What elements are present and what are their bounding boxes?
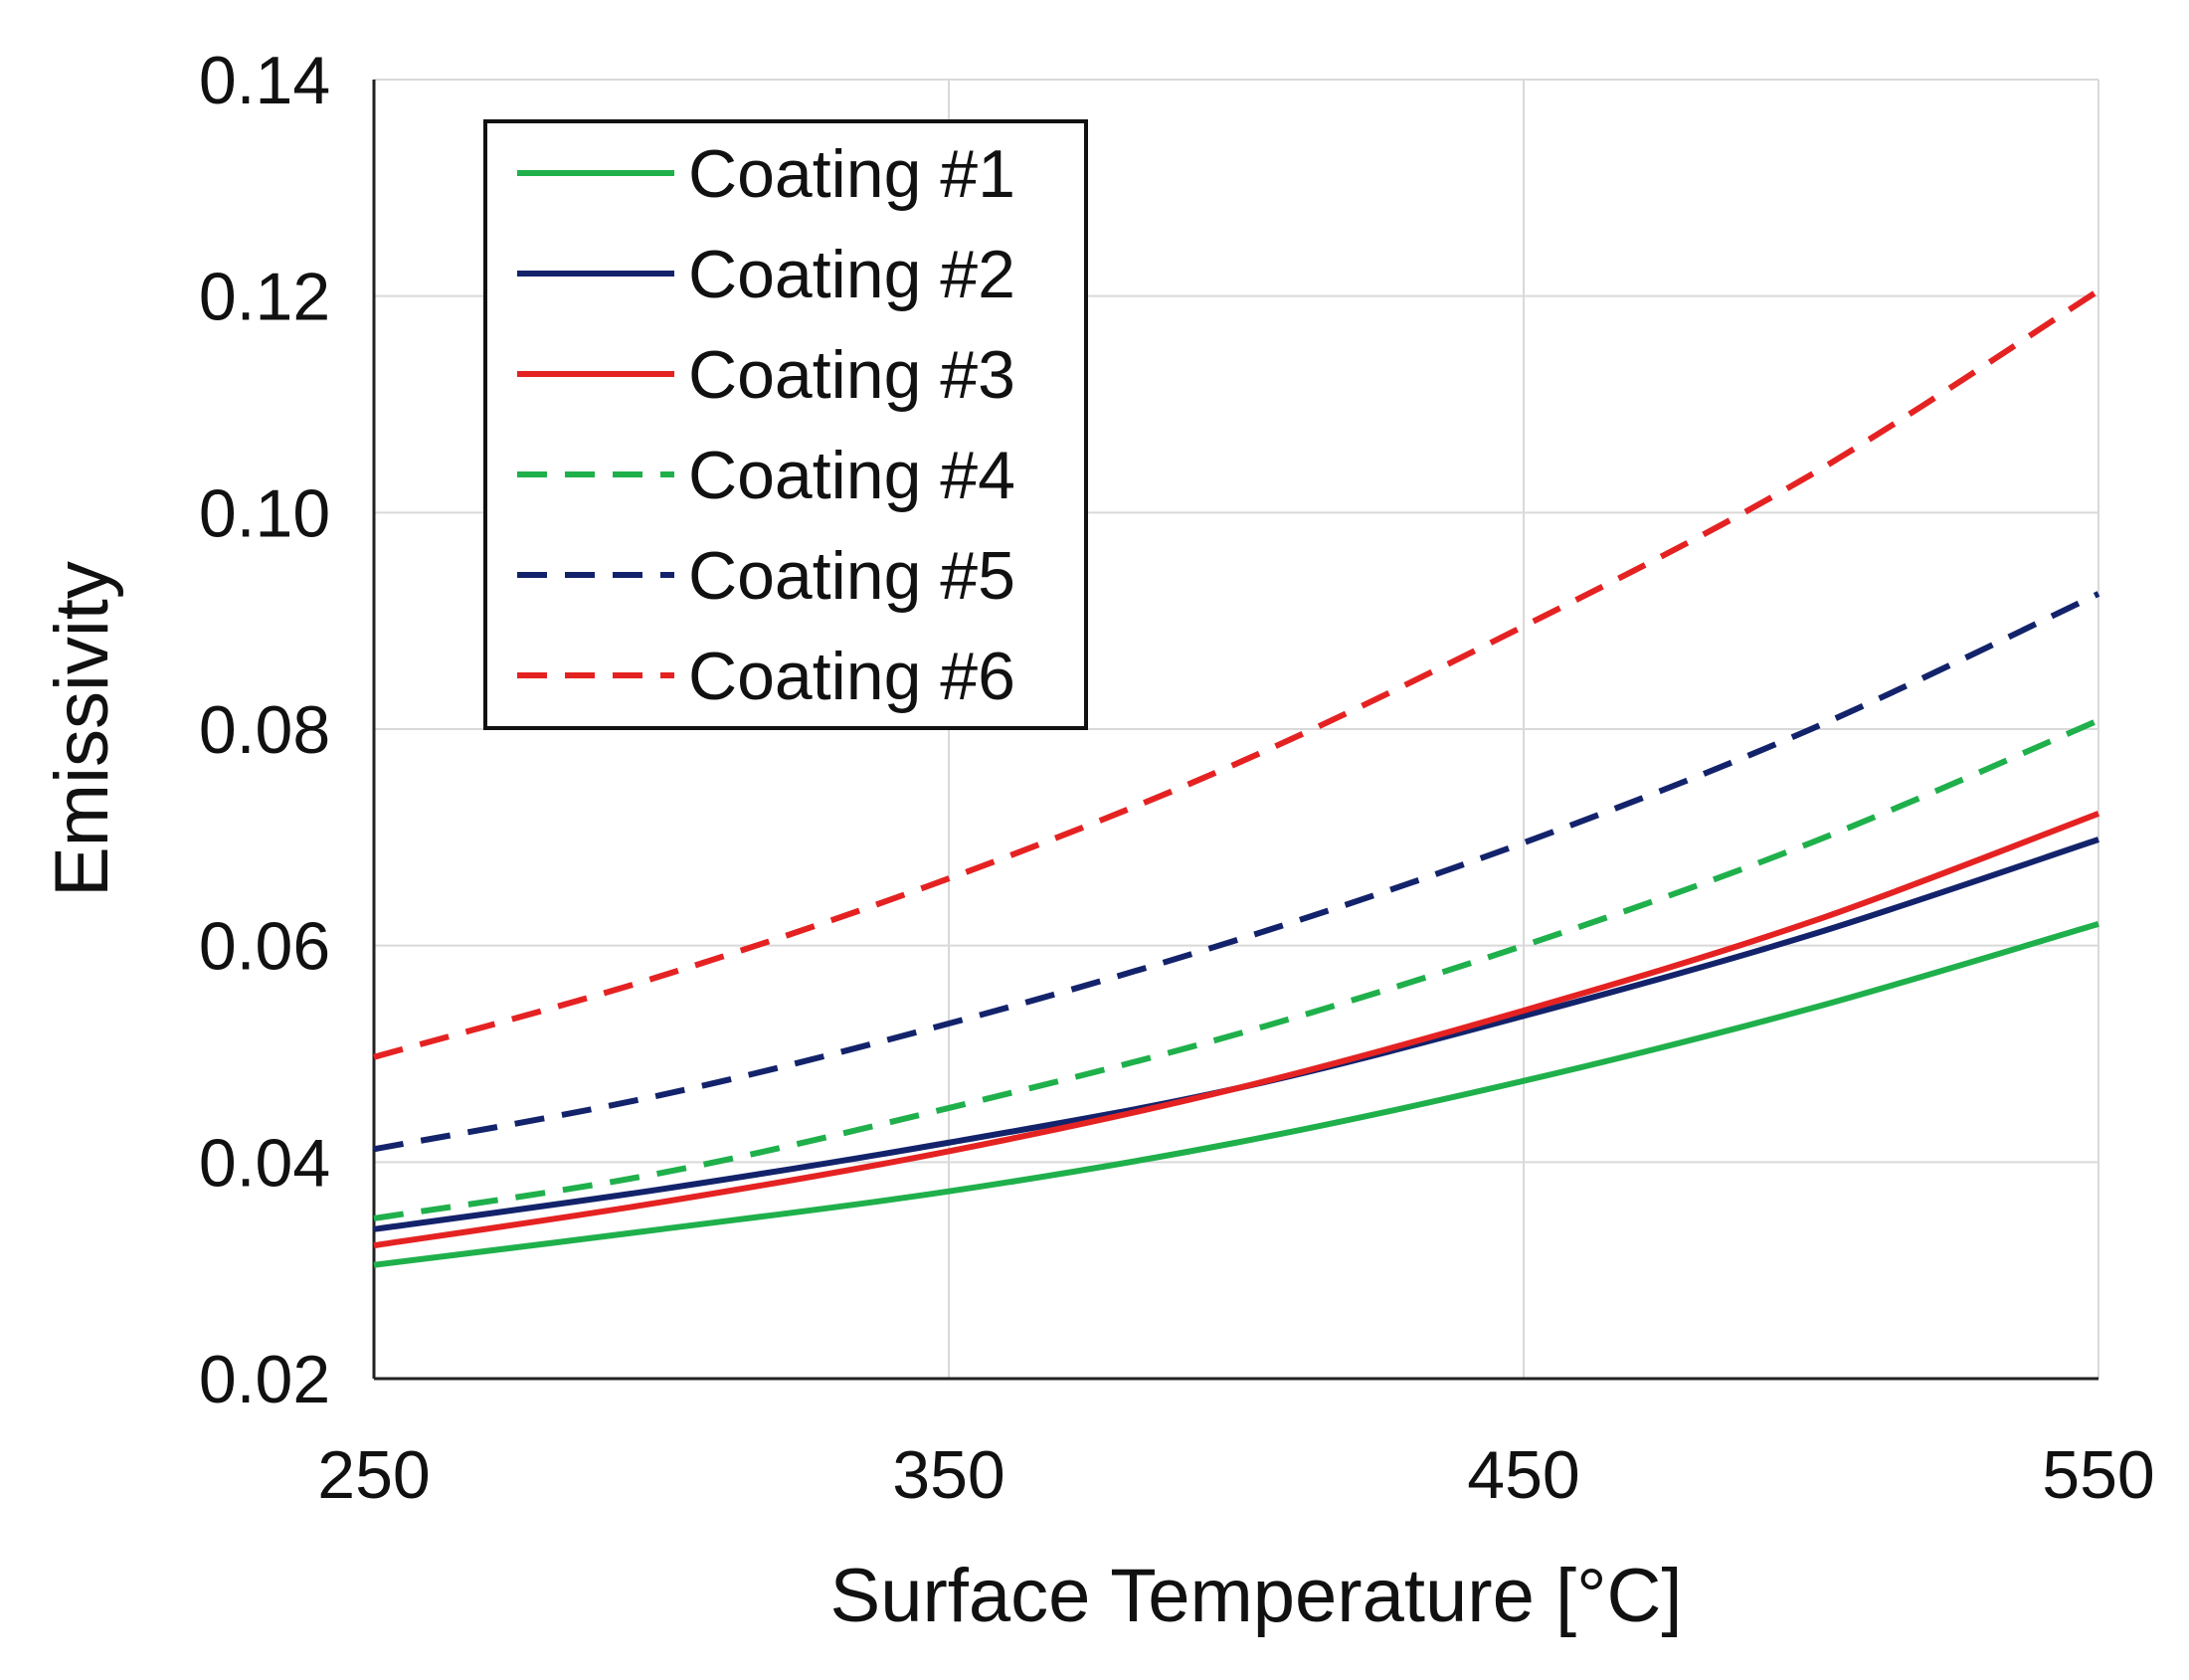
series-line-coating-5 bbox=[373, 591, 2100, 1153]
series-line-coating-1 bbox=[373, 921, 2099, 1268]
y-tick-label: 0.02 bbox=[199, 1342, 330, 1417]
x-axis-title: Surface Temperature [°C] bbox=[830, 1554, 1683, 1638]
series-line-coating-3 bbox=[373, 811, 2100, 1249]
y-tick-label: 0.10 bbox=[199, 475, 330, 551]
x-tick-label: 250 bbox=[317, 1437, 430, 1513]
legend-label: Coating #5 bbox=[688, 538, 1015, 614]
y-tick-label: 0.06 bbox=[199, 909, 330, 985]
series-line-coating-4 bbox=[373, 717, 2100, 1221]
y-axis-title: Emissivity bbox=[40, 561, 124, 897]
legend: Coating #1 Coating #2 Coating #3 Coating #4… bbox=[483, 119, 1088, 730]
x-tick-label: 450 bbox=[1467, 1437, 1579, 1513]
tick-labels: 0.02 0.04 0.06 0.08 0.10 0.12 0.14 250 350 450 550 bbox=[199, 43, 2155, 1513]
legend-label: Coating #2 bbox=[688, 237, 1015, 312]
x-tick-label: 350 bbox=[892, 1437, 1004, 1513]
y-tick-label: 0.14 bbox=[199, 43, 330, 118]
series-line-coating-6 bbox=[373, 287, 2100, 1060]
y-tick-label: 0.08 bbox=[199, 692, 330, 768]
axes bbox=[372, 80, 2098, 1381]
x-tick-label: 550 bbox=[2042, 1437, 2154, 1513]
legend-label: Coating #3 bbox=[688, 337, 1015, 413]
legend-label: Coating #6 bbox=[688, 639, 1015, 714]
legend-label: Coating #1 bbox=[688, 136, 1015, 212]
y-tick-label: 0.12 bbox=[199, 260, 330, 335]
y-tick-label: 0.04 bbox=[199, 1125, 330, 1201]
legend-box bbox=[483, 119, 1088, 730]
series-lines bbox=[373, 287, 2100, 1268]
legend-label: Coating #4 bbox=[688, 438, 1015, 513]
